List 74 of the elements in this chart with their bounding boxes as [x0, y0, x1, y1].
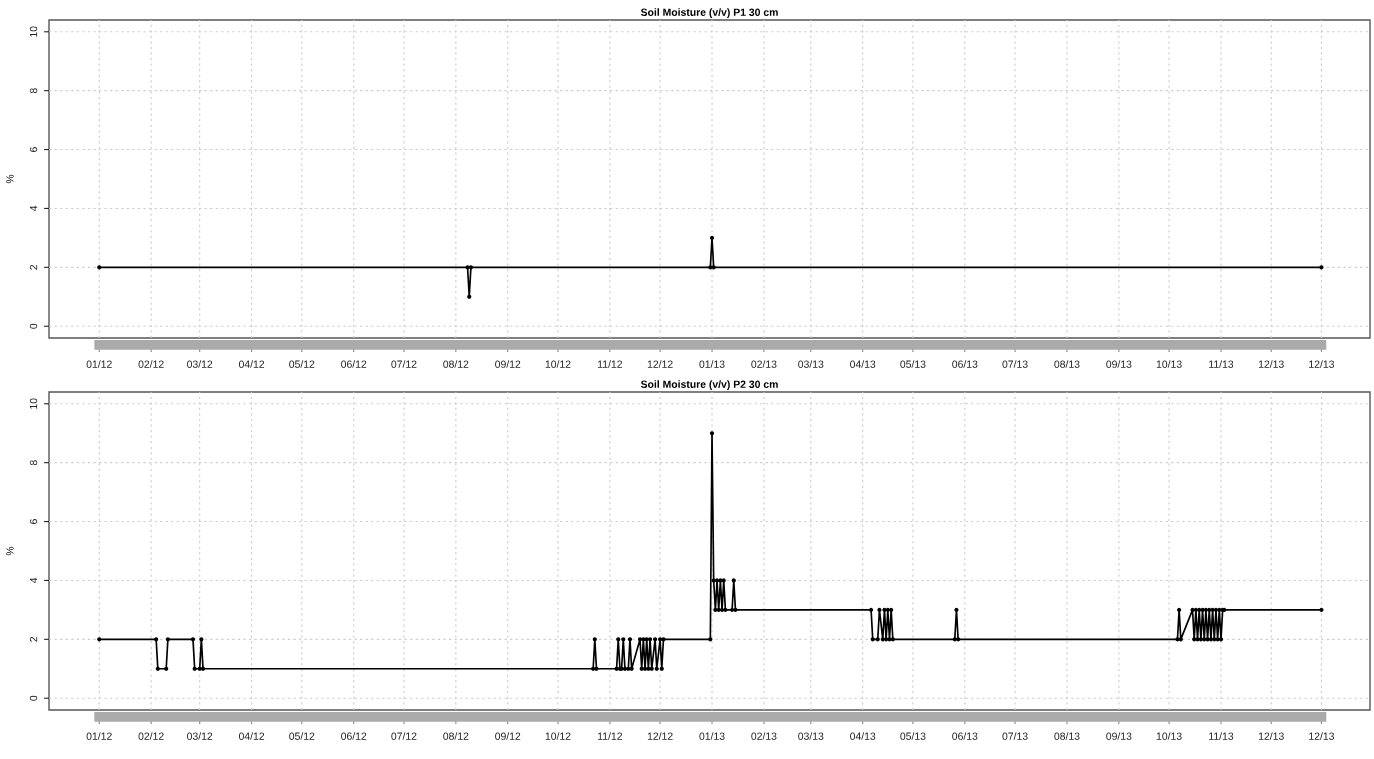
x-tick-label: 12/13 [1309, 732, 1335, 740]
y-axis-title: % [6, 174, 14, 184]
x-tick-label: 08/13 [1054, 360, 1080, 368]
x-tick-label: 11/12 [598, 732, 623, 740]
x-tick-label: 12/13 [1258, 360, 1284, 368]
y-tick-label: 8 [29, 88, 38, 94]
point [465, 265, 470, 270]
x-tick-label: 06/12 [341, 360, 367, 368]
x-tick-label: 01/13 [699, 732, 725, 740]
y-tick-label: 2 [29, 636, 38, 642]
x-tick-label: 04/12 [238, 360, 265, 368]
y-tick-label: 2 [29, 264, 38, 270]
x-tick-label: 10/12 [545, 732, 571, 740]
x-tick-label: 04/12 [238, 732, 265, 740]
x-tick-label: 07/12 [391, 360, 417, 368]
x-tick-label: 04/13 [850, 360, 876, 368]
chart-title: Soil Moisture (v/v) P2 30 cm [640, 380, 778, 390]
point [1319, 265, 1324, 270]
x-tick-label: 10/13 [1156, 360, 1182, 368]
x-tick-label: 05/12 [289, 732, 315, 740]
point [467, 294, 472, 299]
y-tick-label: 6 [29, 519, 38, 524]
x-tick-label: 06/13 [952, 732, 978, 740]
x-tick-label: 02/12 [138, 360, 164, 368]
y-tick-label: 8 [29, 460, 38, 466]
x-tick-label: 08/12 [443, 360, 469, 368]
x-tick-label: 09/13 [1106, 732, 1132, 740]
x-tick-label: 07/13 [1002, 732, 1028, 740]
x-tick-label: 05/13 [900, 360, 926, 368]
x-tick-label: 05/13 [900, 732, 926, 740]
y-tick-label: 10 [29, 26, 38, 37]
x-tick-label: 09/12 [495, 360, 521, 368]
x-tick-label: 12/13 [1258, 732, 1284, 740]
x-tick-label: 12/12 [647, 360, 673, 368]
x-tick-label: 05/12 [289, 360, 315, 368]
chart-title: Soil Moisture (v/v) P1 30 cm [640, 8, 778, 18]
y-tick-label: 4 [29, 577, 38, 584]
x-tick-label: 03/12 [187, 732, 213, 740]
y-axis-title: % [6, 546, 14, 556]
x-tick-label: 06/13 [952, 360, 978, 368]
x-tick-label: 08/12 [443, 732, 469, 740]
x-tick-label: 03/13 [798, 360, 824, 368]
x-tick-label: 12/13 [1309, 360, 1335, 368]
x-tick-label: 06/12 [341, 732, 367, 740]
x-tick-label: 12/12 [647, 732, 673, 740]
x-tick-label: 02/12 [138, 732, 164, 740]
point [711, 265, 716, 270]
y-tick-label: 10 [29, 398, 38, 409]
x-tick-label: 07/13 [1002, 360, 1028, 368]
x-tick-label: 10/12 [545, 360, 571, 368]
x-tick-label: 08/13 [1054, 732, 1080, 740]
point [708, 265, 713, 270]
y-tick-label: 0 [29, 323, 38, 329]
x-tick-label: 11/13 [1209, 360, 1234, 368]
x-tick-label: 11/13 [1209, 732, 1234, 740]
y-tick-label: 0 [29, 695, 38, 701]
x-tick-label: 10/13 [1156, 732, 1182, 740]
x-tick-label: 07/12 [391, 732, 417, 740]
x-tick-label: 01/12 [86, 732, 112, 740]
y-tick-label: 4 [29, 205, 38, 212]
point [97, 265, 102, 270]
x-tick-label: 11/12 [598, 360, 623, 368]
x-tick-label: 02/13 [751, 360, 777, 368]
x-tick-label: 01/13 [699, 360, 725, 368]
point [709, 235, 715, 240]
x-tick-label: 01/12 [86, 360, 112, 368]
x-tick-label: 04/13 [850, 732, 876, 740]
point [468, 265, 474, 270]
y-tick-label: 6 [29, 147, 38, 152]
x-tick-label: 09/13 [1106, 360, 1132, 368]
x-tick-label: 03/13 [798, 732, 824, 740]
x-tick-label: 09/12 [495, 732, 521, 740]
x-tick-label: 02/13 [751, 732, 777, 740]
x-tick-label: 03/12 [187, 360, 213, 368]
